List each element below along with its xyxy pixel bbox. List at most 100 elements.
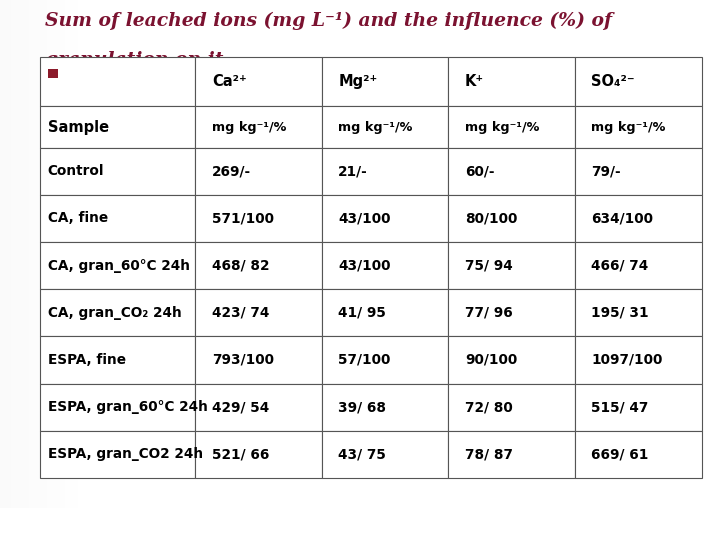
Bar xyxy=(24,0,25,508)
Bar xyxy=(73,0,74,508)
Text: K⁺: K⁺ xyxy=(465,74,484,89)
Bar xyxy=(322,242,449,289)
Bar xyxy=(8,0,9,508)
Text: 80/100: 80/100 xyxy=(465,212,517,225)
Bar xyxy=(322,195,449,242)
Bar xyxy=(60,0,61,508)
Text: 39/ 68: 39/ 68 xyxy=(338,400,387,414)
Bar xyxy=(13,0,14,508)
Bar xyxy=(72,0,73,508)
Bar xyxy=(36,0,37,508)
Text: 41/ 95: 41/ 95 xyxy=(338,306,386,320)
Text: IX Oil Shale Conference, 16 November 2017: IX Oil Shale Conference, 16 November 201… xyxy=(222,513,498,526)
Bar xyxy=(56,0,57,508)
Bar xyxy=(575,195,702,242)
Bar xyxy=(40,106,195,147)
Bar xyxy=(50,0,51,508)
Text: 466/ 74: 466/ 74 xyxy=(591,259,649,273)
Text: 521/ 66: 521/ 66 xyxy=(212,447,269,461)
Bar xyxy=(575,57,702,106)
Text: CA, gran_60°C 24h: CA, gran_60°C 24h xyxy=(48,259,189,273)
Bar xyxy=(58,0,59,508)
Text: 72/ 80: 72/ 80 xyxy=(465,400,513,414)
Bar xyxy=(195,431,322,478)
Bar xyxy=(449,195,575,242)
Text: 57/100: 57/100 xyxy=(338,353,391,367)
Bar xyxy=(40,383,195,431)
Bar xyxy=(34,0,35,508)
Bar xyxy=(79,0,80,508)
Bar xyxy=(44,0,45,508)
Bar xyxy=(14,0,15,508)
Bar xyxy=(55,0,56,508)
Bar xyxy=(61,0,62,508)
Bar xyxy=(195,289,322,336)
Bar xyxy=(43,0,44,508)
Bar xyxy=(27,0,28,508)
Text: mg kg⁻¹/%: mg kg⁻¹/% xyxy=(465,120,539,133)
Bar xyxy=(40,0,41,508)
Bar xyxy=(64,0,65,508)
Bar xyxy=(5,0,6,508)
Bar xyxy=(57,0,58,508)
Bar xyxy=(449,289,575,336)
Bar xyxy=(40,242,195,289)
Bar xyxy=(35,0,36,508)
Bar xyxy=(47,0,48,508)
Bar xyxy=(20,0,21,508)
Text: Mg²⁺: Mg²⁺ xyxy=(338,74,377,89)
Bar xyxy=(78,0,79,508)
Bar xyxy=(71,0,72,508)
Bar xyxy=(322,383,449,431)
Text: 429/ 54: 429/ 54 xyxy=(212,400,269,414)
Bar xyxy=(68,0,69,508)
Bar xyxy=(11,0,12,508)
Bar xyxy=(449,106,575,147)
Bar xyxy=(575,289,702,336)
Bar xyxy=(76,0,77,508)
Bar xyxy=(449,336,575,383)
Text: 515/ 47: 515/ 47 xyxy=(591,400,649,414)
Text: 43/100: 43/100 xyxy=(338,212,391,225)
Bar xyxy=(17,0,18,508)
Bar xyxy=(9,0,10,508)
Bar xyxy=(40,431,195,478)
Bar xyxy=(66,0,67,508)
Bar xyxy=(16,0,17,508)
Bar xyxy=(195,106,322,147)
Text: ESPA, gran_60°C 24h: ESPA, gran_60°C 24h xyxy=(48,400,207,414)
Text: 634/100: 634/100 xyxy=(591,212,653,225)
Bar xyxy=(12,0,13,508)
Bar xyxy=(3,0,4,508)
Bar xyxy=(49,0,50,508)
Bar xyxy=(7,0,8,508)
Text: ESPA, fine: ESPA, fine xyxy=(48,353,125,367)
Bar xyxy=(40,336,195,383)
Bar xyxy=(195,195,322,242)
Text: 195/ 31: 195/ 31 xyxy=(591,306,649,320)
Bar xyxy=(575,383,702,431)
Bar xyxy=(62,0,63,508)
Bar xyxy=(575,431,702,478)
Bar xyxy=(26,0,27,508)
Bar xyxy=(575,106,702,147)
Text: 75/ 94: 75/ 94 xyxy=(465,259,513,273)
Bar xyxy=(19,0,20,508)
Bar xyxy=(575,242,702,289)
Text: mg kg⁻¹/%: mg kg⁻¹/% xyxy=(591,120,666,133)
Bar xyxy=(322,147,449,195)
Bar xyxy=(195,242,322,289)
Text: 423/ 74: 423/ 74 xyxy=(212,306,269,320)
Bar xyxy=(51,0,52,508)
Bar xyxy=(37,0,38,508)
Bar xyxy=(29,0,30,508)
Bar xyxy=(449,242,575,289)
Text: 43/100: 43/100 xyxy=(338,259,391,273)
Bar xyxy=(41,0,42,508)
Bar xyxy=(25,0,26,508)
Text: CA, fine: CA, fine xyxy=(48,212,108,225)
Bar xyxy=(195,147,322,195)
Text: 269/-: 269/- xyxy=(212,164,251,178)
Bar xyxy=(4,0,5,508)
Bar xyxy=(53,0,54,508)
